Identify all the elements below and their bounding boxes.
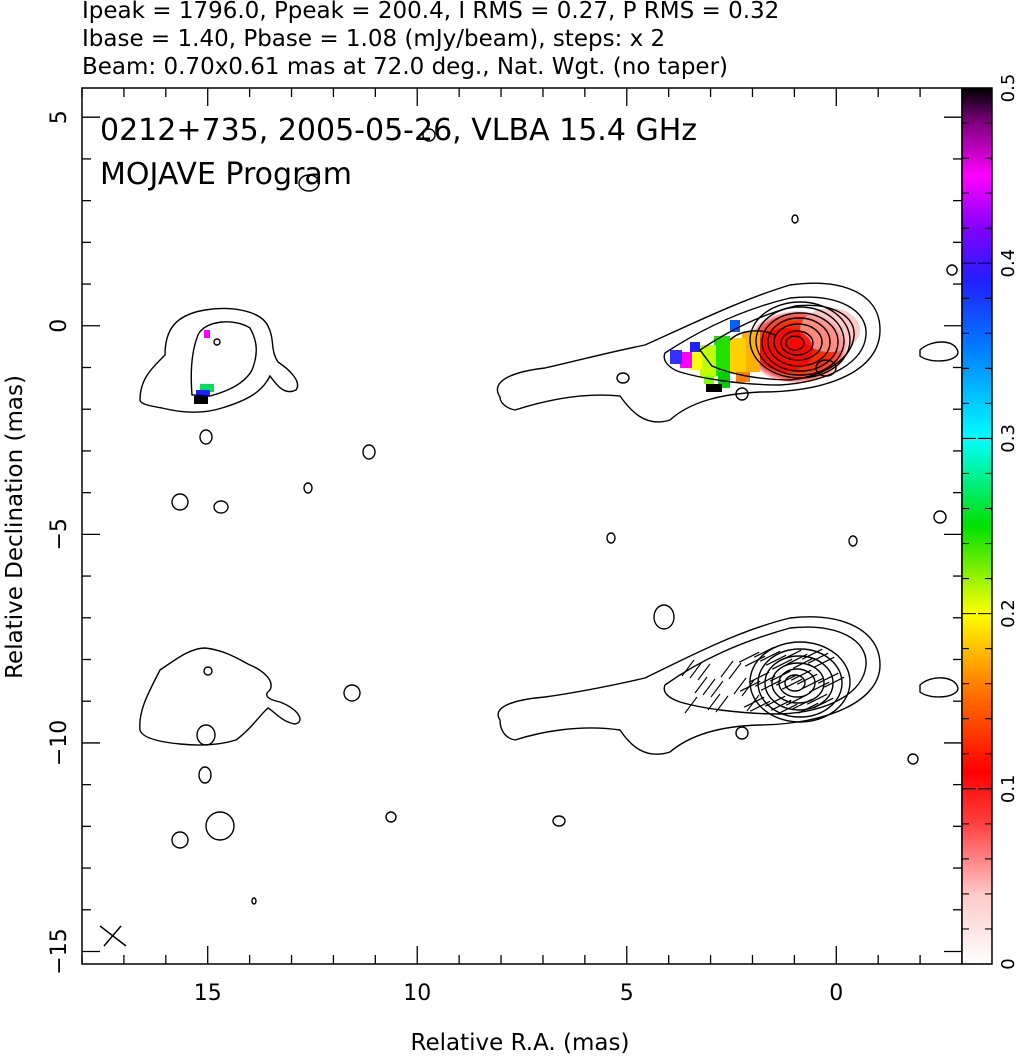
colorbar-tick-label: 0: [998, 958, 1019, 969]
evpa-stick: [759, 650, 781, 662]
program-annotation: MOJAVE Program: [100, 157, 352, 192]
evpa-stick: [744, 655, 766, 667]
evpa-stick: [697, 663, 711, 681]
header-line-2: Ibase = 1.40, Pbase = 1.08 (mJy/beam), s…: [82, 26, 665, 52]
evpa-stick: [781, 678, 803, 690]
evpa-stick: [806, 693, 828, 705]
colorbar-tick-label: 0.2: [998, 599, 1019, 628]
evpa-stick: [823, 676, 845, 688]
x-axis-label: Relative R.A. (mas): [411, 1030, 630, 1056]
y-axis-ticks: [82, 116, 962, 953]
evpa-stick: [776, 703, 798, 715]
y-tick-label: −10: [47, 720, 72, 766]
x-tick-label: 0: [829, 981, 843, 1006]
evpa-stick: [707, 693, 721, 711]
y-tick-label: 0: [47, 319, 72, 333]
colorbar-tick-label: 0.1: [998, 774, 1019, 803]
evpa-stick: [801, 648, 823, 660]
intensity-contours-lower: [139, 616, 959, 905]
evpa-stick: [741, 679, 755, 697]
evpa-stick: [808, 681, 830, 693]
evpa-stick: [702, 678, 716, 696]
x-tick-label: 15: [194, 981, 222, 1006]
colorbar-tick-labels: 0 0.1 0.2 0.3 0.4 0.5: [998, 74, 1019, 970]
y-tick-label: −5: [47, 518, 72, 550]
evpa-stick: [760, 679, 782, 691]
header-line-3: Beam: 0.70x0.61 mas at 72.0 deg., Nat. W…: [82, 54, 728, 80]
evpa-stick: [813, 656, 835, 668]
evpa-stick: [770, 699, 792, 711]
evpa-stick: [765, 654, 787, 666]
evpa-stick: [780, 649, 802, 661]
x-axis-tick-labels: 15 10 5 0: [194, 981, 844, 1006]
evpa-stick: [764, 695, 786, 707]
evpa-stick: [754, 675, 776, 687]
plot-frame: [81, 87, 963, 965]
evpa-stick: [733, 677, 747, 695]
evpa-stick: [715, 695, 729, 713]
y-axis-label: Relative Declination (mas): [2, 375, 28, 679]
header-line-1: Ipeak = 1796.0, Ppeak = 200.4, I RMS = 0…: [82, 0, 779, 24]
evpa-stick: [791, 698, 813, 710]
colorbar: [961, 87, 993, 965]
evpa-stick: [802, 677, 824, 689]
evpa-stick: [739, 680, 761, 692]
y-axis-tick-labels: 5 0 −5 −10 −15: [47, 110, 72, 975]
evpa-stick: [689, 661, 703, 679]
evpa-stick: [748, 671, 770, 683]
intensity-contours-upper: [139, 128, 959, 630]
restoring-beam: [99, 925, 127, 947]
colorbar-tick-label: 0.4: [998, 249, 1019, 278]
evpa-stick: [792, 657, 814, 669]
evpa-stick: [681, 659, 695, 677]
x-tick-label: 10: [403, 981, 431, 1006]
y-tick-label: −15: [47, 928, 72, 974]
evpa-sticks: [681, 646, 845, 715]
colorbar-tick-label: 0.5: [998, 74, 1019, 103]
evpa-stick: [786, 653, 808, 665]
evpa-stick: [684, 696, 698, 714]
evpa-stick: [738, 651, 760, 663]
evpa-stick: [785, 694, 807, 706]
evpa-stick: [807, 652, 829, 664]
evpa-stick: [720, 660, 734, 678]
evpa-stick: [796, 673, 818, 685]
evpa-stick: [797, 702, 819, 714]
evpa-stick: [775, 674, 797, 686]
colorbar-ticks: [962, 87, 992, 965]
evpa-stick: [746, 694, 760, 712]
x-tick-label: 5: [620, 981, 634, 1006]
evpa-stick: [769, 670, 791, 682]
evpa-stick: [817, 672, 839, 684]
evpa-stick: [728, 662, 742, 680]
evpa-stick: [749, 700, 771, 712]
evpa-stick: [710, 680, 724, 698]
source-annotation: 0212+735, 2005-05-26, VLBA 15.4 GHz: [100, 113, 697, 148]
evpa-stick: [753, 646, 775, 658]
evpa-stick: [771, 658, 793, 670]
evpa-stick: [812, 697, 834, 709]
colorbar-tick-label: 0.3: [998, 424, 1019, 453]
evpa-stick: [694, 676, 708, 694]
y-tick-label: 5: [47, 110, 72, 124]
evpa-stick: [790, 669, 812, 681]
